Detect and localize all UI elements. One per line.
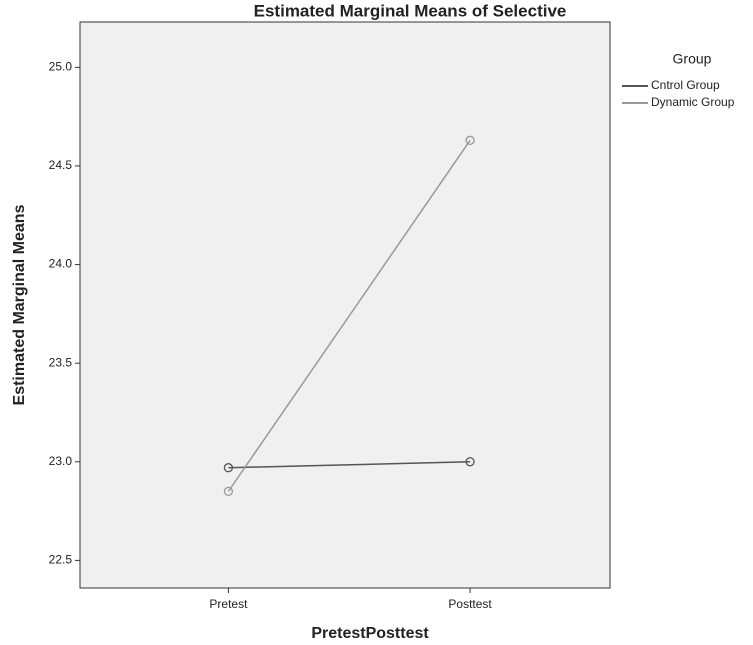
legend-label: Cntrol Group xyxy=(651,78,720,92)
plot-area xyxy=(80,22,610,588)
y-tick-label: 23.0 xyxy=(49,454,73,468)
legend-label: Dynamic Group xyxy=(651,95,735,109)
x-tick-label: Posttest xyxy=(448,597,492,611)
y-tick-label: 25.0 xyxy=(49,60,73,74)
y-tick-label: 24.5 xyxy=(49,158,73,172)
legend-title: Group xyxy=(673,51,712,67)
chart: Estimated Marginal Means of Selective Pr… xyxy=(0,0,753,645)
y-tick-label: 22.5 xyxy=(49,553,73,567)
y-axis-title: Estimated Marginal Means xyxy=(11,204,28,405)
y-tick-label: 24.0 xyxy=(49,257,73,271)
y-tick-label: 23.5 xyxy=(49,355,73,369)
x-tick-label: Pretest xyxy=(209,597,248,611)
chart-title: Estimated Marginal Means of Selective xyxy=(254,1,567,20)
x-axis-title: PretestPosttest xyxy=(311,625,429,642)
